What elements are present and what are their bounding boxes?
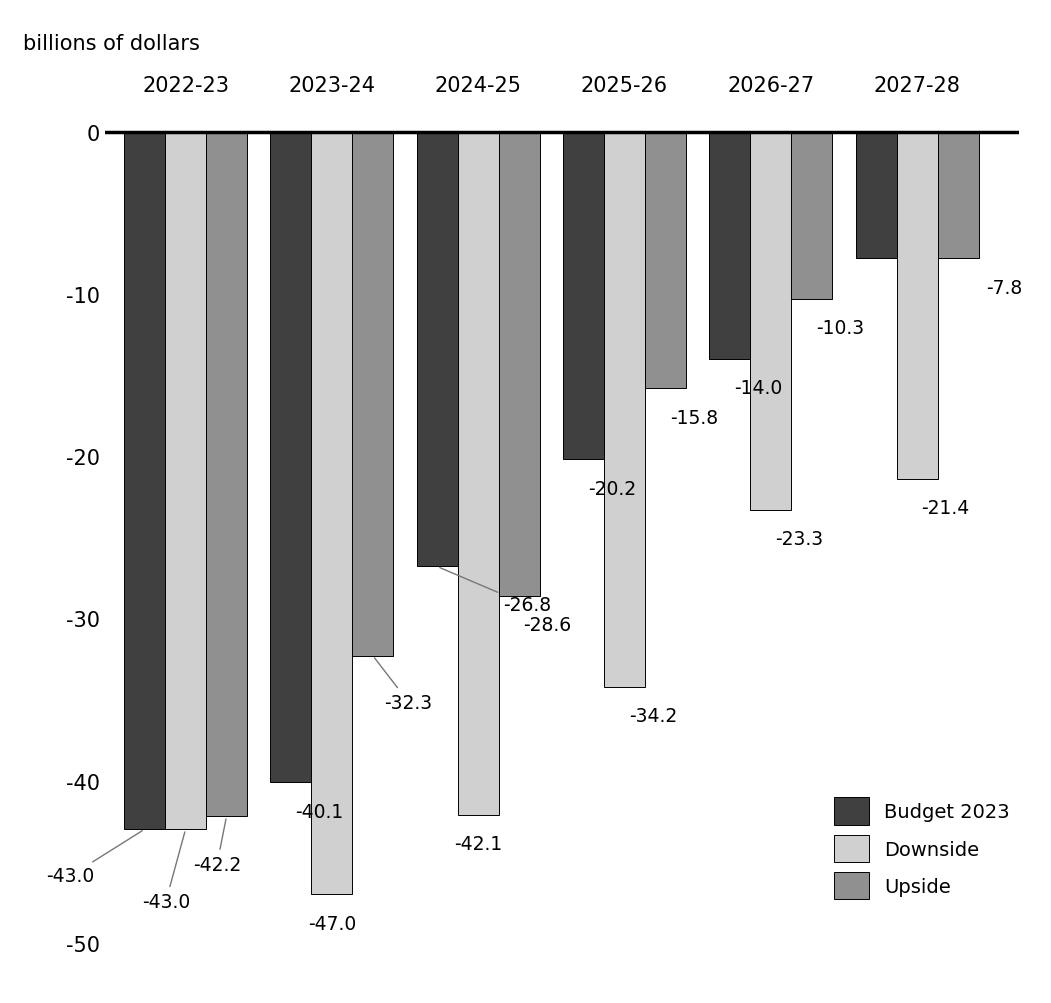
Bar <box>563 132 604 460</box>
Text: -43.0: -43.0 <box>142 832 190 911</box>
Text: -28.6: -28.6 <box>523 616 572 635</box>
Bar <box>311 132 352 895</box>
Text: -32.3: -32.3 <box>374 658 433 712</box>
Bar <box>124 132 165 829</box>
Text: billions of dollars: billions of dollars <box>23 34 200 54</box>
Legend: Budget 2023, Downside, Upside: Budget 2023, Downside, Upside <box>833 797 1010 900</box>
Text: -43.0: -43.0 <box>46 830 142 886</box>
Bar <box>604 132 645 687</box>
Text: -23.3: -23.3 <box>776 530 823 549</box>
Text: -42.1: -42.1 <box>454 834 502 854</box>
Text: -20.2: -20.2 <box>588 479 636 498</box>
Text: -10.3: -10.3 <box>817 319 864 338</box>
Bar <box>856 132 897 259</box>
Bar <box>206 132 247 816</box>
Bar <box>416 132 457 567</box>
Text: -14.0: -14.0 <box>735 379 782 398</box>
Text: -40.1: -40.1 <box>295 801 344 820</box>
Bar <box>352 132 393 656</box>
Bar <box>897 132 937 479</box>
Bar <box>937 132 978 259</box>
Bar <box>791 132 832 300</box>
Text: -42.2: -42.2 <box>193 819 241 874</box>
Text: -15.8: -15.8 <box>669 408 718 427</box>
Text: -21.4: -21.4 <box>922 498 970 518</box>
Text: -7.8: -7.8 <box>986 279 1022 298</box>
Text: -34.2: -34.2 <box>628 706 677 725</box>
Text: -47.0: -47.0 <box>308 914 356 933</box>
Bar <box>457 132 498 814</box>
Bar <box>645 132 686 389</box>
Bar <box>709 132 750 359</box>
Bar <box>750 132 791 511</box>
Bar <box>165 132 206 829</box>
Bar <box>270 132 311 782</box>
Text: -26.8: -26.8 <box>439 568 551 615</box>
Bar <box>498 132 539 596</box>
